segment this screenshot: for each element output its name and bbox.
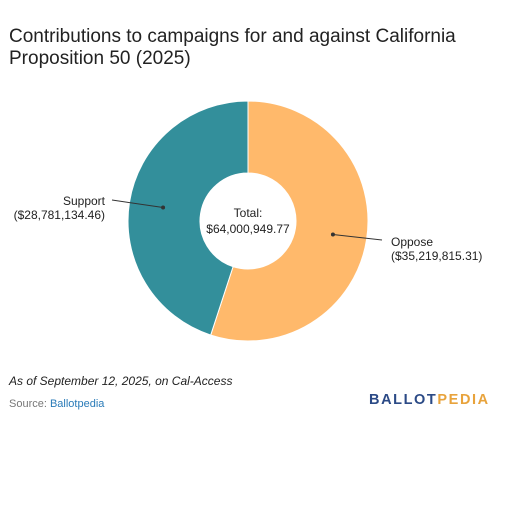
source-prefix: Source: <box>9 398 50 410</box>
source-link[interactable]: Ballotpedia <box>49 398 105 410</box>
logo-part-pedia: PEDIA <box>437 392 490 408</box>
leader-line-support <box>111 199 164 208</box>
donut-slices <box>127 100 369 342</box>
leader-lines <box>111 199 383 241</box>
center-total-label: Total: <box>234 206 263 220</box>
center-total-value: $64,000,949.77 <box>206 222 290 236</box>
slice-value-support: ($28,781,134.46) <box>14 208 105 222</box>
slice-label-oppose: Oppose <box>391 235 433 249</box>
slice-support <box>127 100 249 336</box>
leader-dot-oppose <box>330 232 335 237</box>
slice-value-oppose: ($35,219,815.31) <box>391 249 482 263</box>
ballotpedia-logo[interactable]: BALLOTPEDIA <box>369 392 490 408</box>
leader-dot-support <box>161 205 166 210</box>
data-note: As of September 12, 2025, on Cal-Access <box>9 374 233 388</box>
slice-oppose <box>210 100 369 342</box>
chart-title: Contributions to campaigns for and again… <box>9 26 456 69</box>
slice-label-support: Support <box>63 194 106 208</box>
leader-line-oppose <box>332 234 383 241</box>
logo-part-ballot: BALLOT <box>369 392 438 408</box>
donut-chart: Support ($28,781,134.46) Oppose ($35,219… <box>14 100 482 342</box>
source-line: Source: Ballotpedia <box>9 398 104 410</box>
